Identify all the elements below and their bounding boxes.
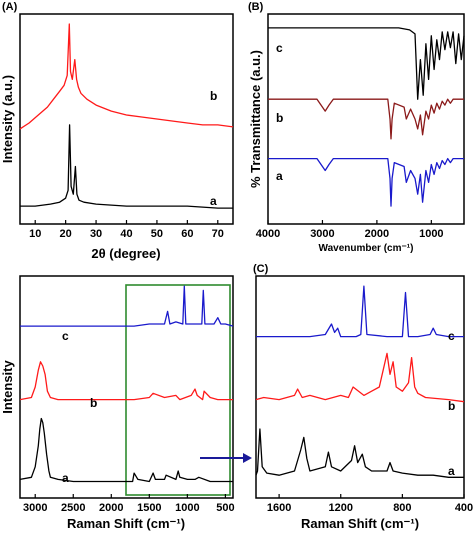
panel-b-label: (B) bbox=[248, 1, 264, 13]
xtick-label: 400 bbox=[455, 502, 473, 514]
xtick-label: 40 bbox=[120, 228, 132, 240]
series-line-c bbox=[268, 27, 465, 100]
xtick-label: 2000 bbox=[99, 502, 123, 514]
series-line-b bbox=[19, 23, 234, 130]
series-line-c bbox=[20, 285, 234, 327]
series-line-b bbox=[255, 352, 465, 403]
series-line-a bbox=[255, 428, 464, 478]
panel-a-ylabel: Intensity (a.u.) bbox=[0, 75, 15, 163]
panel-c-xlabel: Raman Shift (cm⁻¹) bbox=[67, 516, 185, 531]
xtick-label: 60 bbox=[181, 228, 193, 240]
panel-a-xlabel: 2θ (degree) bbox=[91, 246, 160, 261]
xtick-label: 4000 bbox=[256, 228, 280, 240]
xtick-label: 1000 bbox=[419, 228, 443, 240]
panel-c-series-c-label: c bbox=[62, 329, 69, 343]
series-line-b bbox=[19, 361, 233, 401]
panel-c-inset-xticks: 1600 1200 800 400 bbox=[267, 494, 473, 514]
panel-c-ylabel: Intensity bbox=[0, 360, 15, 414]
inset-series-a-label: a bbox=[448, 464, 455, 478]
panel-b-series-c-label: c bbox=[276, 41, 283, 55]
inset-series-c-label: c bbox=[448, 329, 455, 343]
xtick-label: 1500 bbox=[137, 502, 161, 514]
series-line-a bbox=[19, 417, 233, 483]
inset-series-b-label: b bbox=[448, 399, 455, 413]
panel-a: (A) 10 20 30 40 50 60 70 b a 2θ (degree) Inten… bbox=[0, 1, 234, 261]
xtick-label: 500 bbox=[216, 502, 234, 514]
xtick-label: 1200 bbox=[328, 502, 352, 514]
panel-c-inset-frame bbox=[255, 275, 465, 499]
series-line-a bbox=[20, 124, 233, 209]
xtick-label: 10 bbox=[29, 228, 41, 240]
inset-xlabel: Raman Shift (cm⁻¹) bbox=[301, 516, 419, 531]
panel-c-xticks: 3000 2500 2000 1500 1000 500 bbox=[23, 494, 235, 514]
xtick-label: 2500 bbox=[61, 502, 85, 514]
panel-b-ylabel: % Transmittance (a.u.) bbox=[248, 50, 263, 188]
panel-b-series-a-label: a bbox=[276, 169, 283, 183]
panel-c-series-a-label: a bbox=[62, 471, 69, 485]
panel-a-series-a-label: a bbox=[210, 194, 217, 208]
xtick-label: 3000 bbox=[23, 502, 47, 514]
series-line-c bbox=[256, 285, 464, 338]
panel-b-lines bbox=[268, 27, 465, 207]
panel-b-xticks: 4000 3000 2000 1000 bbox=[256, 220, 444, 240]
series-line-a bbox=[268, 157, 464, 207]
zoom-region-box bbox=[125, 284, 231, 496]
panel-c-frame bbox=[19, 275, 234, 499]
series-line-b bbox=[268, 98, 464, 140]
panel-b-series-b-label: b bbox=[276, 111, 283, 125]
xtick-label: 70 bbox=[212, 228, 224, 240]
xtick-label: 800 bbox=[393, 502, 411, 514]
panel-c-series-b-label: b bbox=[90, 396, 97, 410]
xtick-label: 1600 bbox=[267, 502, 291, 514]
panel-b-frame bbox=[267, 13, 465, 225]
xtick-label: 2000 bbox=[365, 228, 389, 240]
panel-a-series-b-label: b bbox=[210, 89, 217, 103]
xtick-label: 50 bbox=[151, 228, 163, 240]
panel-a-lines bbox=[19, 23, 234, 209]
panel-b: (B) 4000 3000 2000 1000 c b a Wavenumber (c… bbox=[248, 1, 465, 254]
panel-c-lines bbox=[19, 285, 234, 483]
panel-a-xticks: 10 20 30 40 50 60 70 bbox=[29, 220, 224, 240]
zoom-arrow bbox=[200, 453, 252, 463]
xtick-label: 1000 bbox=[175, 502, 199, 514]
panel-c-inset: 1600 1200 800 400 c b a Raman Shift (cm⁻¹) bbox=[255, 275, 473, 531]
panel-a-label: (A) bbox=[2, 1, 18, 13]
panel-c: (C) 3000 2500 2000 1500 1000 500 c b a Raman … bbox=[0, 263, 269, 531]
panel-c-inset-lines bbox=[255, 285, 465, 478]
xtick-label: 3000 bbox=[310, 228, 334, 240]
xtick-label: 30 bbox=[90, 228, 102, 240]
panel-b-xlabel: Wavenumber (cm⁻¹) bbox=[319, 243, 414, 254]
panel-a-frame bbox=[19, 13, 234, 225]
panel-c-label: (C) bbox=[253, 263, 269, 275]
xtick-label: 20 bbox=[60, 228, 72, 240]
